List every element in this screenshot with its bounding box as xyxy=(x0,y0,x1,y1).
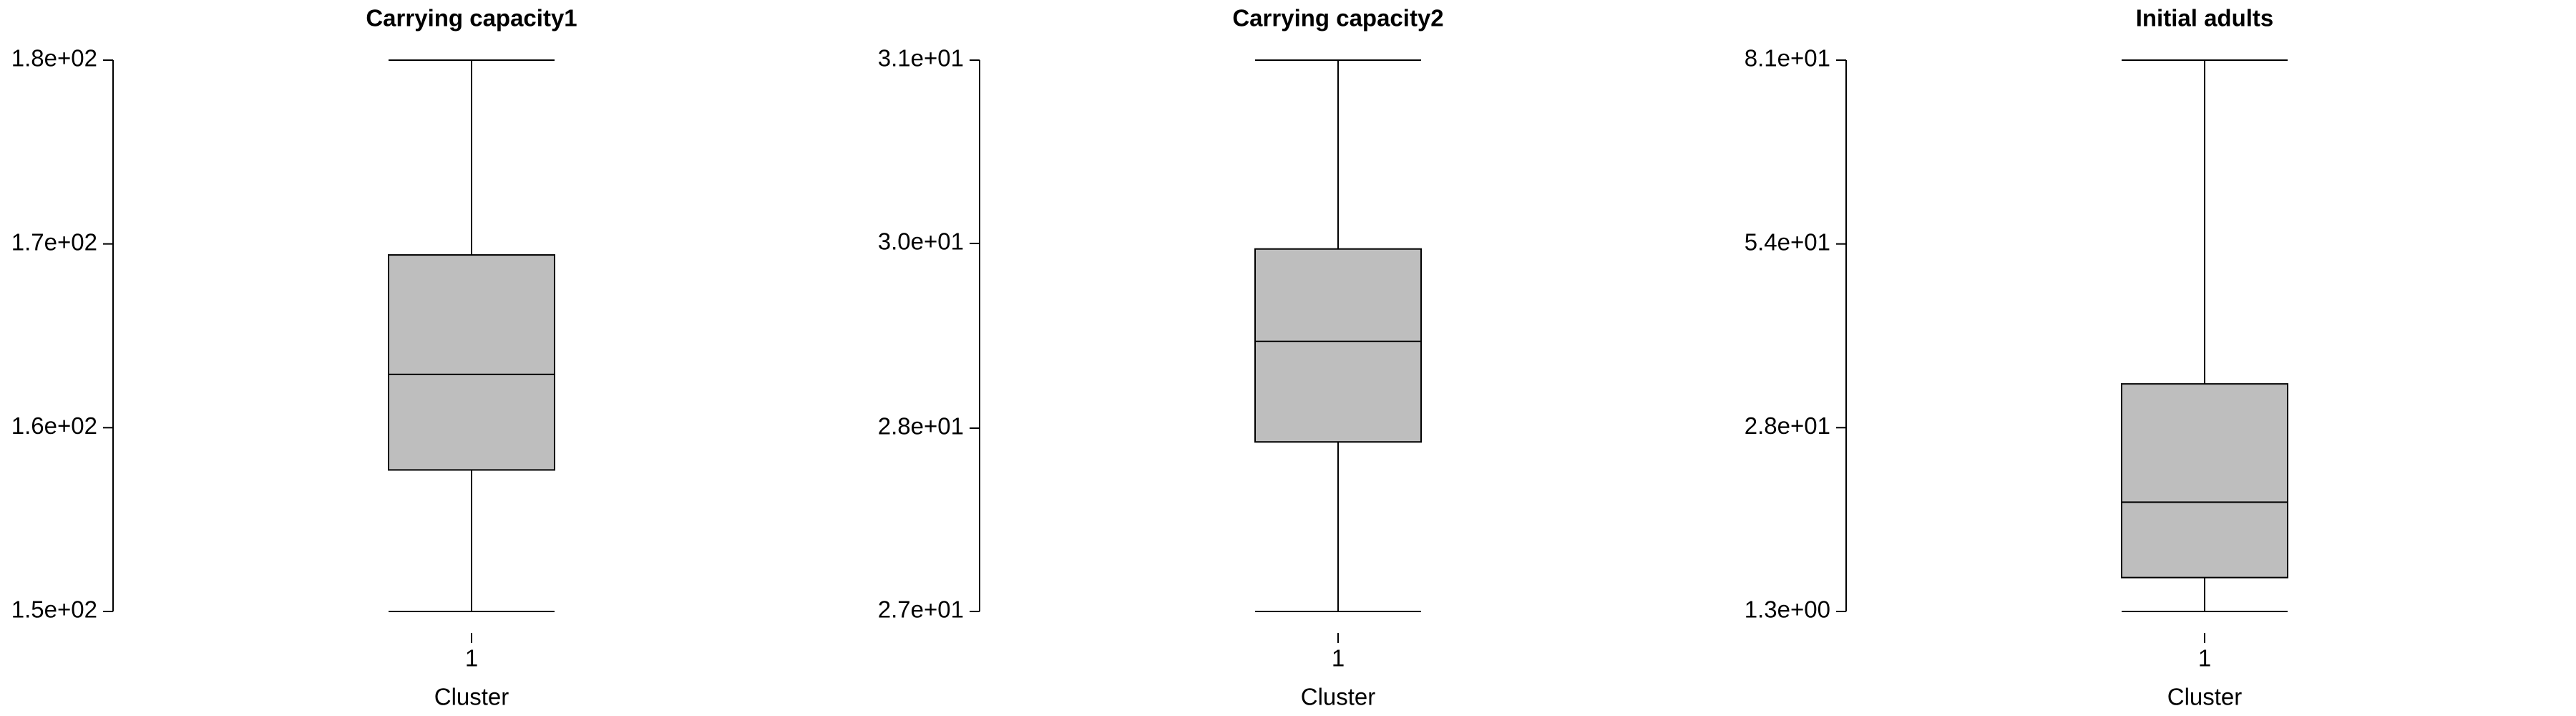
y-tick-label: 1.8e+02 xyxy=(11,45,97,72)
y-tick-label: 1.5e+02 xyxy=(11,596,97,623)
x-axis-label: Cluster xyxy=(1301,684,1376,710)
x-tick-label: 1 xyxy=(465,645,478,672)
y-tick-label: 1.3e+00 xyxy=(1745,596,1830,623)
box xyxy=(388,254,555,471)
y-tick-label: 1.6e+02 xyxy=(11,412,97,439)
box xyxy=(1254,248,1422,443)
y-tick-label: 8.1e+01 xyxy=(1745,45,1830,72)
y-tick-label: 5.4e+01 xyxy=(1745,228,1830,255)
chart-title: Carrying capacity2 xyxy=(1232,5,1443,32)
y-tick-label: 2.8e+01 xyxy=(878,413,964,440)
x-axis-label: Cluster xyxy=(434,684,509,710)
y-tick-label: 1.7e+02 xyxy=(11,228,97,255)
chart-title: Initial adults xyxy=(2136,5,2274,32)
y-tick-label: 2.8e+01 xyxy=(1745,412,1830,439)
chart-title: Carrying capacity1 xyxy=(366,5,577,32)
x-tick-label: 1 xyxy=(2198,645,2211,672)
y-tick-label: 3.0e+01 xyxy=(878,228,964,255)
y-tick-label: 3.1e+01 xyxy=(878,45,964,72)
y-tick-label: 2.7e+01 xyxy=(878,596,964,623)
x-axis-label: Cluster xyxy=(2167,684,2243,710)
box xyxy=(2121,383,2288,579)
x-tick-label: 1 xyxy=(1332,645,1345,672)
